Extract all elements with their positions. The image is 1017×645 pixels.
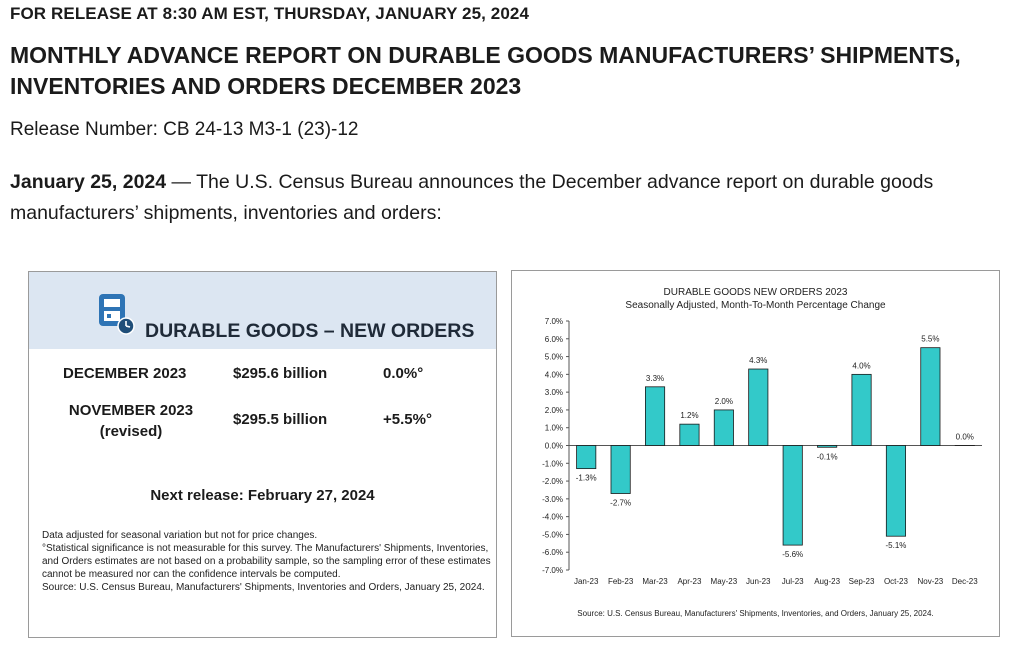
data-label: 1.2% <box>680 411 698 420</box>
bar-jan-23 <box>576 445 597 470</box>
chart-box: DURABLE GOODS NEW ORDERS 2023 Seasonally … <box>511 270 1000 637</box>
factory-clock-icon <box>99 294 135 335</box>
row-period-note: (revised) <box>99 423 163 440</box>
x-tick-label: Sep-23 <box>849 577 875 586</box>
y-tick-label: 4.0% <box>545 370 563 379</box>
note-source: Source: U.S. Census Bureau, Manufacturer… <box>42 582 485 593</box>
bar-sep-23 <box>851 373 872 446</box>
x-tick-label: Oct-23 <box>884 577 909 586</box>
x-tick-label: May-23 <box>711 577 738 586</box>
y-tick-label: -5.0% <box>542 530 563 539</box>
intro-date: January 25, 2024 <box>10 171 167 193</box>
intro-paragraph: January 25, 2024 — The U.S. Census Burea… <box>10 167 1010 229</box>
y-tick-label: 7.0% <box>545 317 563 326</box>
x-tick-label: Mar-23 <box>642 577 668 586</box>
y-tick-label: 2.0% <box>545 406 563 415</box>
x-tick-label: Jul-23 <box>782 577 804 586</box>
data-label: 4.0% <box>852 361 870 370</box>
x-tick-label: Jan-23 <box>574 577 599 586</box>
data-label: -0.1% <box>817 452 838 461</box>
y-tick-label: -2.0% <box>542 477 563 486</box>
chart-title: DURABLE GOODS NEW ORDERS 2023 <box>664 287 848 298</box>
y-tick-label: 5.0% <box>545 353 563 362</box>
note-seasonal: Data adjusted for seasonal variation but… <box>42 530 318 541</box>
x-tick-label: Apr-23 <box>677 577 702 586</box>
y-tick-label: -6.0% <box>542 548 563 557</box>
summary-title: DURABLE GOODS – NEW ORDERS <box>145 320 475 342</box>
bar-apr-23 <box>679 423 700 446</box>
summary-notes: Data adjusted for seasonal variation but… <box>42 529 492 594</box>
y-tick-label: -4.0% <box>542 513 563 522</box>
bar-jul-23 <box>782 445 803 546</box>
y-tick-label: 3.0% <box>545 388 563 397</box>
data-label: -5.6% <box>782 550 803 559</box>
row-period: NOVEMBER 2023 (revised) <box>63 400 199 442</box>
intro-text: — The U.S. Census Bureau announces the D… <box>10 171 934 224</box>
bar-may-23 <box>713 409 734 446</box>
bar-feb-23 <box>610 445 631 494</box>
y-tick-label: -3.0% <box>542 495 563 504</box>
x-tick-label: Dec-23 <box>952 577 978 586</box>
y-tick-label: 1.0% <box>545 424 563 433</box>
data-label: -1.3% <box>576 474 597 483</box>
row-value: $295.6 billion <box>233 365 328 382</box>
row-period: DECEMBER 2023 <box>63 365 187 382</box>
bar-oct-23 <box>885 445 906 537</box>
release-number: Release Number: CB 24-13 M3-1 (23)-12 <box>10 119 359 140</box>
durable-goods-chart: DURABLE GOODS NEW ORDERS 2023 Seasonally … <box>542 287 982 618</box>
data-label: -2.7% <box>610 499 631 508</box>
bar-mar-23 <box>645 386 666 446</box>
chart-source: Source: U.S. Census Bureau, Manufacturer… <box>577 609 933 618</box>
row-percent: 0.0%° <box>383 365 424 382</box>
data-label: 0.0% <box>956 433 974 442</box>
y-tick-label: -1.0% <box>542 459 563 468</box>
data-label: 5.5% <box>921 335 939 344</box>
summary-header: DURABLE GOODS – NEW ORDERS <box>29 272 496 349</box>
summary-box: DURABLE GOODS – NEW ORDERS DECEMBER 2023… <box>28 271 497 638</box>
y-tick-label: 6.0% <box>545 335 563 344</box>
data-label: 3.3% <box>646 374 664 383</box>
row-percent: +5.5%° <box>383 411 432 428</box>
bar-jun-23 <box>748 368 769 446</box>
report-title-line-1: MONTHLY ADVANCE REPORT ON DURABLE GOODS … <box>10 42 961 68</box>
chart-subtitle: Seasonally Adjusted, Month-To-Month Perc… <box>625 300 886 311</box>
next-release: Next release: February 27, 2024 <box>150 487 375 504</box>
bar-aug-23 <box>817 445 838 448</box>
row-value: $295.5 billion <box>233 411 328 428</box>
y-tick-label: -7.0% <box>542 566 563 575</box>
note-significance: °Statistical significance is not measura… <box>42 543 491 580</box>
release-line: FOR RELEASE AT 8:30 AM EST, THURSDAY, JA… <box>10 4 530 23</box>
x-tick-label: Jun-23 <box>746 577 771 586</box>
report-title-line-2: INVENTORIES AND ORDERS DECEMBER 2023 <box>10 73 522 99</box>
y-tick-label: 0.0% <box>545 442 563 451</box>
x-tick-label: Feb-23 <box>608 577 634 586</box>
bar-nov-23 <box>920 347 941 446</box>
data-label: -5.1% <box>886 541 907 550</box>
data-label: 2.0% <box>715 397 733 406</box>
x-tick-label: Nov-23 <box>917 577 943 586</box>
x-tick-label: Aug-23 <box>814 577 840 586</box>
data-label: 4.3% <box>749 356 767 365</box>
report-title: MONTHLY ADVANCE REPORT ON DURABLE GOODS … <box>10 40 1000 102</box>
row-period-name: NOVEMBER 2023 <box>68 402 194 419</box>
